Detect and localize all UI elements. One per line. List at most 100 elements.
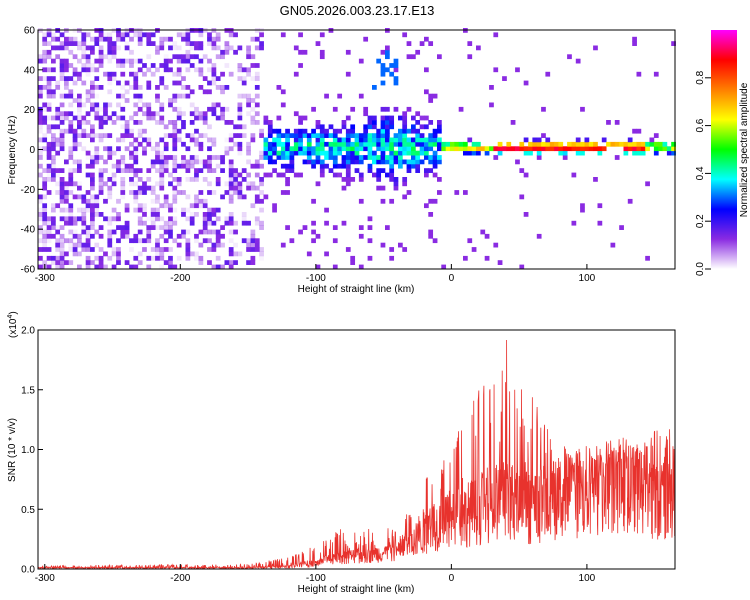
spectrogram-cell	[68, 238, 74, 244]
spectrogram-cell	[415, 128, 421, 134]
spectrogram-cell	[172, 106, 178, 112]
spectrogram-cell	[250, 255, 256, 261]
spectrogram-cell	[77, 71, 82, 77]
spectrogram-cell	[276, 115, 282, 121]
spectrogram-cell	[42, 49, 48, 55]
spectrogram-cell	[90, 89, 95, 95]
spectrogram-cell	[259, 207, 264, 213]
spectrogram-cell	[194, 233, 199, 239]
spectrogram-cell	[46, 220, 52, 226]
spectrogram-cell	[341, 163, 347, 169]
spectrogram-cell	[94, 207, 100, 213]
spectrogram-cell	[311, 146, 316, 152]
spectrogram-cell	[298, 49, 303, 55]
spectrogram-cell	[207, 41, 212, 46]
spectrogram-cell	[129, 163, 134, 169]
spectrogram-cell	[272, 141, 277, 147]
spectrogram-cell	[575, 141, 581, 147]
spectrogram-cell	[324, 163, 329, 169]
spectrogram-cell	[419, 41, 425, 46]
spectrogram-cell	[467, 137, 473, 143]
spectrogram-cell	[593, 141, 598, 147]
spectrogram-cell	[250, 63, 256, 68]
spectrogram-cell	[189, 177, 195, 182]
spectrogram-cell	[46, 255, 52, 261]
spectrogram-cell	[198, 58, 204, 64]
spectrogram-cell	[311, 128, 316, 134]
spectrogram-cell	[315, 133, 321, 138]
spectrogram-cell	[176, 115, 182, 121]
spectrogram-cell	[241, 80, 247, 86]
spectrogram-cell	[129, 168, 134, 173]
spectrogram-cell	[332, 137, 338, 143]
spectrogram-cell	[558, 141, 564, 147]
spectrogram-cell	[454, 141, 460, 147]
spectrogram-cell	[94, 36, 100, 42]
spectrogram-cell	[146, 141, 152, 147]
spectrogram-cell	[250, 229, 256, 235]
spectrogram-cell	[428, 159, 434, 165]
spectrogram-cell	[150, 225, 156, 230]
spectrogram-cell	[168, 260, 173, 265]
spectrogram-cell	[155, 181, 160, 187]
spectrogram-cell	[293, 137, 299, 143]
spectrogram-cell	[341, 159, 347, 165]
spectrogram-cell	[358, 159, 364, 165]
spectrogram-cell	[42, 85, 48, 90]
spectrogram-cell	[46, 168, 52, 173]
spectrogram-cell	[155, 45, 160, 51]
spectrogram-cell	[259, 181, 264, 187]
spectrogram-cell	[59, 255, 65, 261]
spectrogram-cell	[38, 150, 43, 156]
spectrogram-cell	[107, 155, 113, 160]
spectrogram-cell	[107, 242, 113, 248]
spectrogram-cell	[68, 172, 74, 178]
spectrogram-cell	[189, 159, 195, 165]
spectrogram-cell	[72, 242, 78, 248]
spectrogram-cell	[146, 32, 152, 38]
spectrogram-cell	[215, 76, 221, 81]
spectrogram-cell	[237, 251, 243, 257]
spectrogram-cell	[246, 159, 251, 165]
spectrogram-cell	[172, 120, 178, 125]
spectrogram-cell	[129, 71, 134, 77]
spectrogram-cell	[328, 150, 334, 156]
spectrogram-cell	[510, 120, 516, 125]
spectrogram-cell	[181, 212, 186, 217]
spectrogram-cell	[133, 146, 139, 152]
spectrogram-cell	[181, 85, 186, 90]
spectrogram-cell	[46, 41, 52, 46]
spectrogram-cell	[502, 76, 507, 81]
spectrogram-cell	[189, 54, 195, 60]
spectrogram-cell	[311, 163, 316, 169]
spectrogram-cell	[402, 181, 408, 187]
spectrogram-cell	[250, 54, 256, 60]
spectrogram-cell	[133, 71, 139, 77]
spectrogram-cell	[272, 168, 277, 173]
spectrogram-cell	[81, 247, 87, 252]
spectrogram-cell	[254, 172, 260, 178]
spectrogram-cell	[411, 54, 416, 60]
spectrogram-cell	[51, 207, 56, 213]
spectrogram-cell	[72, 67, 78, 73]
snr-y-ticks: 0.00.51.01.52.0	[21, 326, 43, 576]
spectrogram-cell	[64, 159, 69, 165]
spectrogram-cell	[632, 41, 637, 46]
spectrogram-cell	[402, 32, 408, 38]
spectrogram-cell	[172, 264, 178, 270]
spectrogram-cell	[163, 198, 169, 204]
spectrogram-cell	[81, 194, 87, 200]
spectrogram-cell	[389, 255, 395, 261]
spectrogram-cell	[467, 238, 473, 244]
spectrogram-cell	[411, 146, 416, 152]
spectrogram-cell	[358, 58, 364, 64]
spectrogram-cell	[163, 54, 169, 60]
spectrogram-cell	[77, 45, 82, 51]
spectrogram-cell	[38, 247, 43, 252]
spectrogram-cell	[233, 177, 238, 182]
spectrogram-cell	[81, 146, 87, 152]
spectrogram-cell	[215, 102, 221, 108]
spectrogram-cell	[250, 106, 256, 112]
spectrogram-cell	[59, 128, 65, 134]
spectrogram-cell	[181, 141, 186, 147]
